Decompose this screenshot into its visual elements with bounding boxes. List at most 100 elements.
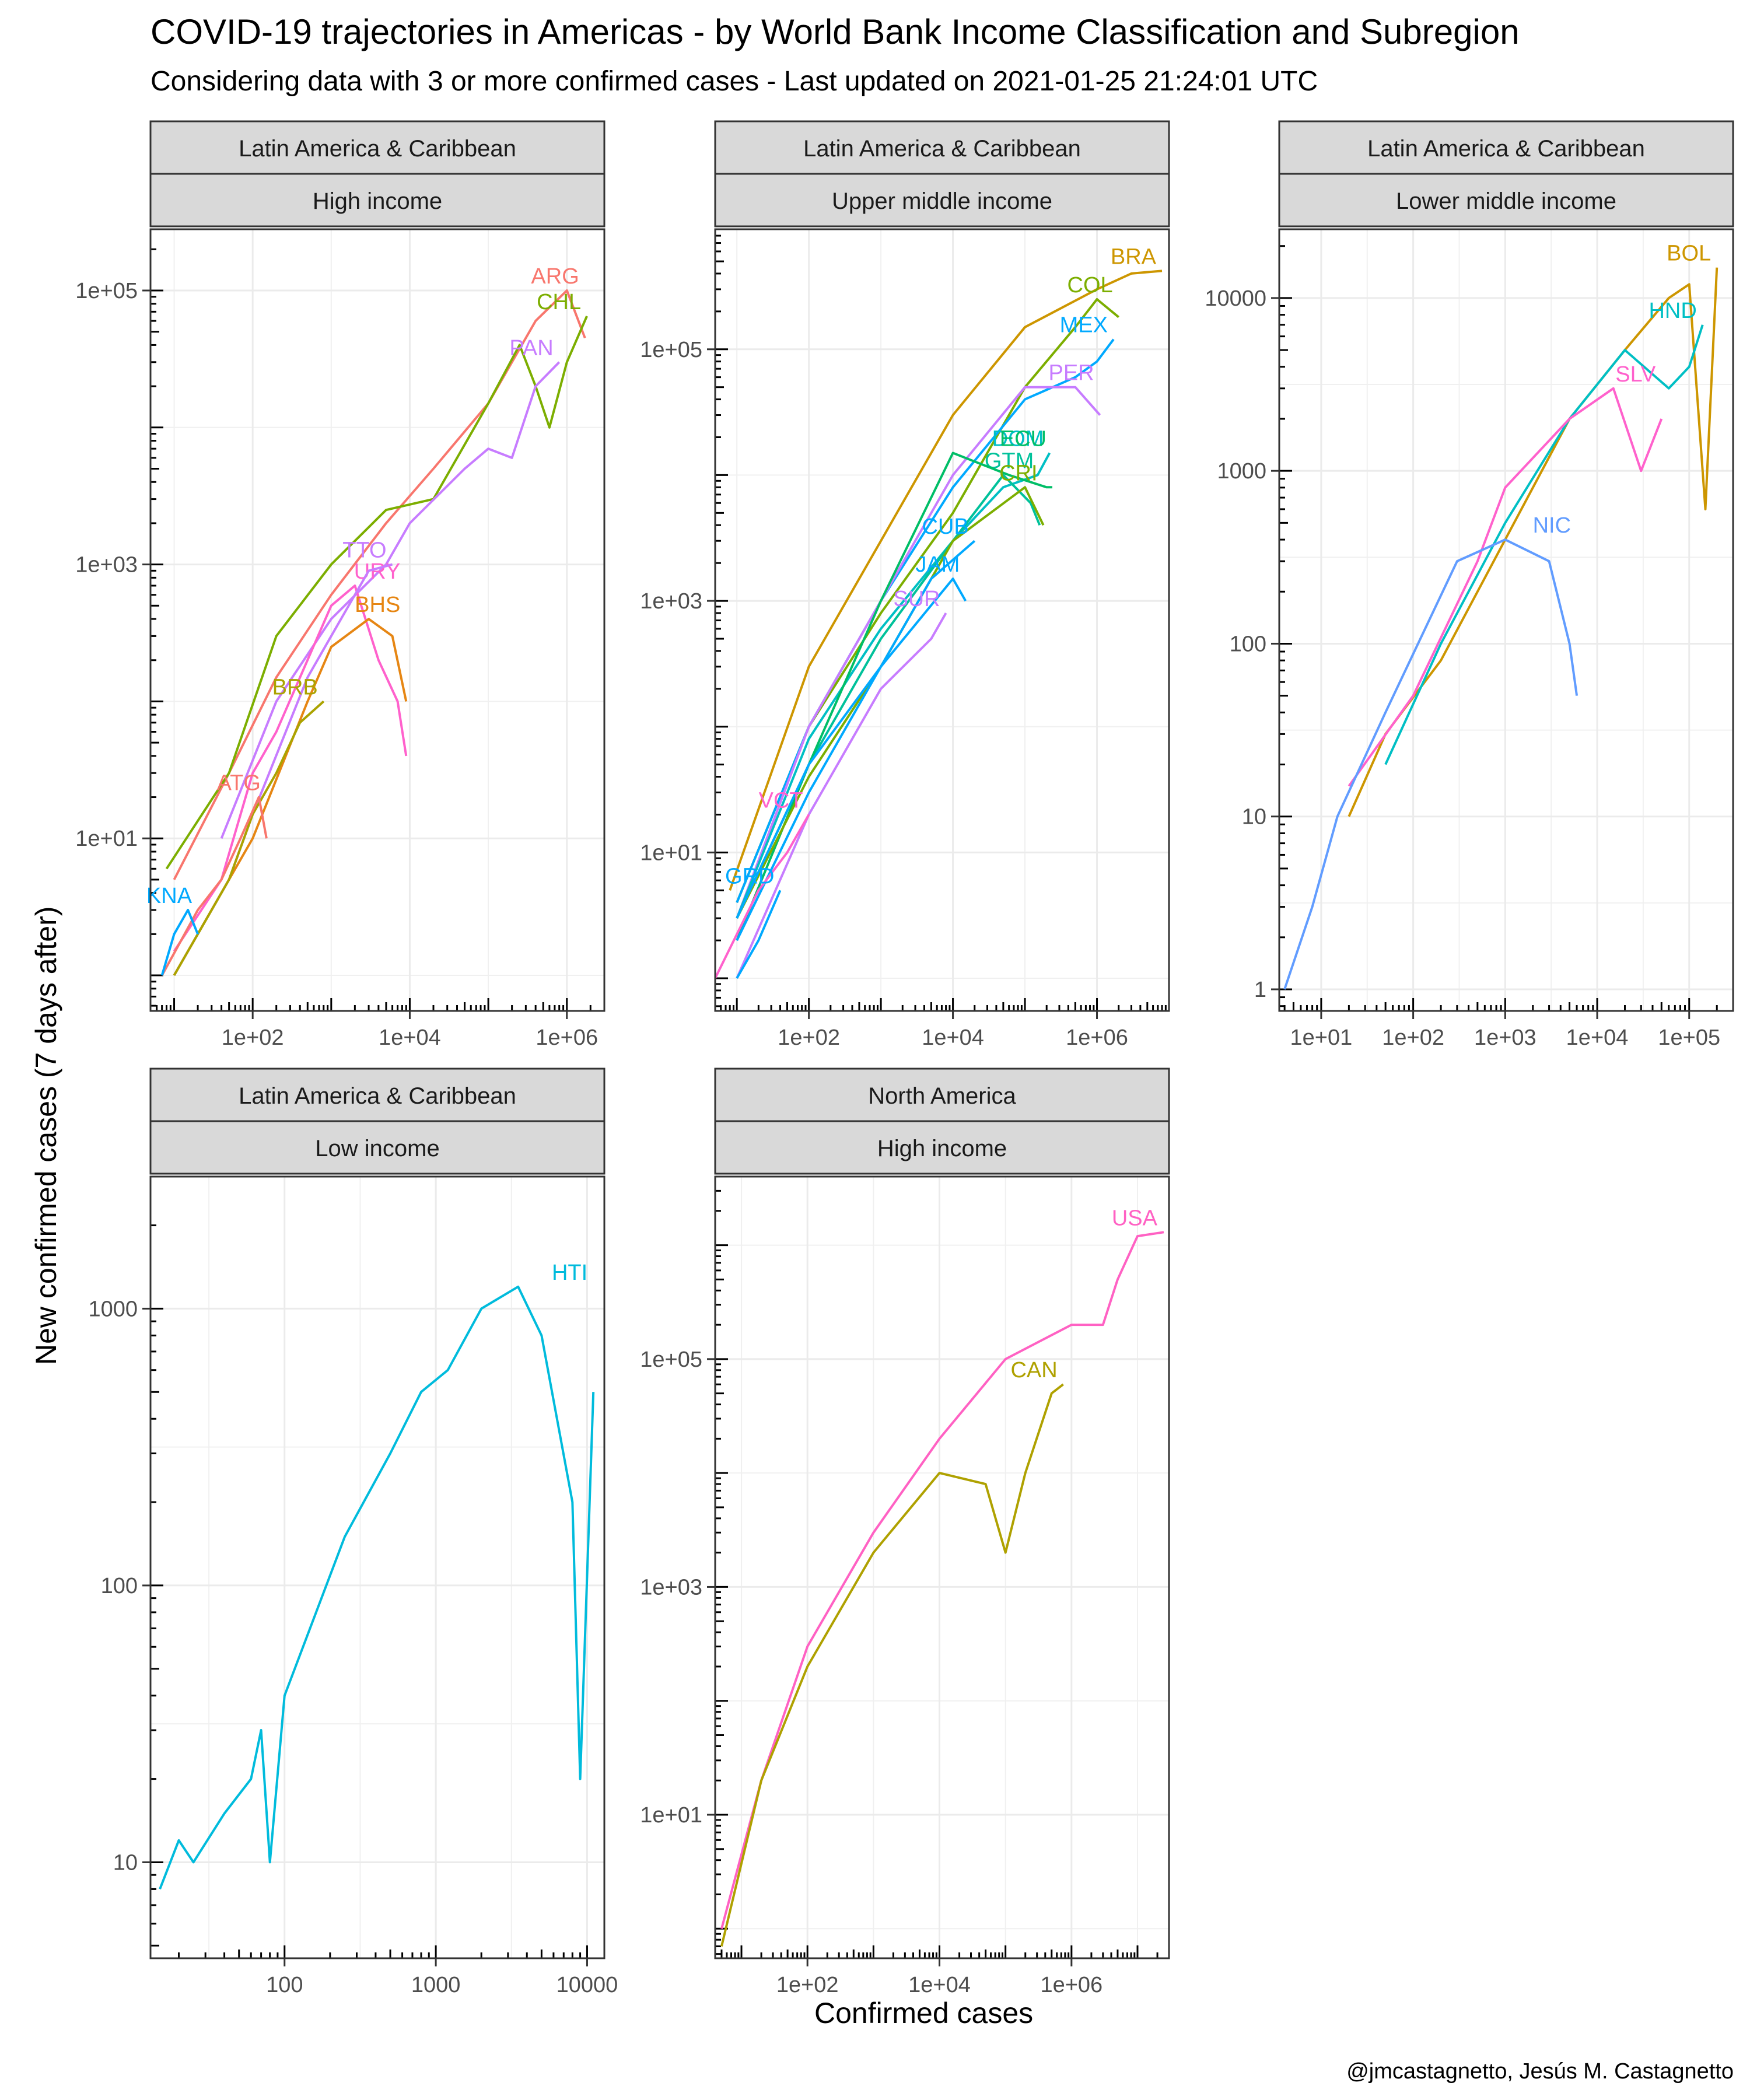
facet-strip-income-label: Lower middle income: [1396, 188, 1616, 214]
series-line-can: [720, 1383, 1064, 1947]
facet-panel: Latin America & Caribbean Upper middle in…: [640, 120, 1170, 1050]
panel-background: [150, 229, 604, 1011]
facet-panel: Latin America & Caribbean Low income 100 10…: [88, 1068, 618, 1997]
y-tick-label: 1e+01: [640, 841, 702, 865]
series-label-grd: GRD: [725, 864, 774, 888]
series-label-kna: KNA: [146, 884, 192, 908]
x-tick-label: 1e+06: [1066, 1026, 1128, 1050]
series-label-atg: ATG: [217, 771, 261, 796]
series-label-hnd: HND: [1648, 299, 1696, 323]
series-label-can: CAN: [1010, 1358, 1057, 1382]
series-line-brb: [173, 700, 325, 976]
panel-background: [715, 1177, 1169, 1958]
facet-panel: Latin America & Caribbean High income 1e+0…: [75, 120, 606, 1050]
facet-strip-income-label: High income: [877, 1136, 1007, 1161]
facet-strip-income: [714, 1120, 1170, 1175]
x-tick-label: 1e+04: [922, 1026, 984, 1050]
facet-panel: North America High income 1e+02 1e+04 1e+06 1…: [640, 1068, 1170, 1997]
panel-border: [1278, 228, 1734, 1012]
chart-subtitle: Considering data with 3 or more confirme…: [150, 66, 1318, 97]
y-tick-label: 1e+01: [640, 1803, 702, 1828]
series-label-vct: VCT: [759, 788, 803, 813]
series-line-pan: [220, 361, 561, 839]
x-axis-label: Confirmed cases: [814, 1997, 1034, 2029]
series-line-nic: [1283, 538, 1578, 990]
facet-strip-income: [1278, 173, 1734, 228]
x-tick-label: 1e+02: [778, 1026, 840, 1050]
facet-strip-income: [149, 173, 606, 228]
y-tick-label: 1000: [1217, 459, 1266, 484]
series-label-usa: USA: [1112, 1206, 1158, 1230]
series-label-chl: CHL: [537, 290, 581, 314]
facet-strip-income-label: Low income: [315, 1136, 439, 1161]
x-tick-label: 1e+04: [1566, 1026, 1629, 1050]
y-tick-label: 1e+05: [640, 1348, 702, 1372]
facet-strip-subregion: [714, 120, 1170, 175]
x-tick-label: 1e+04: [379, 1026, 441, 1050]
series-label-slv: SLV: [1615, 362, 1656, 387]
x-tick-label: 1e+03: [1474, 1026, 1536, 1050]
facet-strip-income: [714, 173, 1170, 228]
x-tick-label: 1e+02: [222, 1026, 284, 1050]
series-label-ury: URY: [354, 559, 401, 584]
panel-background: [150, 1177, 604, 1958]
y-tick-label: 1e+03: [640, 589, 702, 614]
facet-strip-subregion: [149, 1068, 606, 1122]
series-label-sur: SUR: [893, 587, 940, 611]
series-line-ury: [173, 584, 408, 952]
chart-title: COVID-19 trajectories in Americas - by W…: [150, 12, 1520, 51]
series-line-sur: [736, 612, 947, 979]
series-line-arg: [173, 289, 586, 880]
y-tick-label: 100: [1230, 632, 1266, 656]
series-line-bhs: [173, 618, 408, 976]
x-tick-label: 1e+04: [908, 1973, 971, 1997]
y-tick-label: 10000: [1205, 286, 1266, 311]
y-tick-label: 1000: [88, 1297, 138, 1321]
series-line-bra: [729, 270, 1163, 891]
series-line-slv: [1348, 387, 1663, 787]
x-tick-label: 1e+01: [1290, 1026, 1353, 1050]
facet-strip-subregion-label: Latin America & Caribbean: [239, 136, 516, 162]
series-label-hti: HTI: [552, 1261, 587, 1285]
x-tick-label: 1e+06: [536, 1026, 598, 1050]
y-tick-label: 1e+03: [640, 1575, 702, 1600]
series-line-per: [736, 386, 1101, 919]
series-label-bhs: BHS: [355, 593, 400, 617]
facet-strip-subregion: [714, 1068, 1170, 1122]
series-line-grd: [736, 890, 782, 979]
panel-background: [1279, 229, 1733, 1011]
y-tick-label: 1e+05: [75, 279, 138, 303]
series-label-pan: PAN: [509, 336, 553, 360]
caption: @jmcastagnetto, Jesús M. Castagnetto: [1346, 2059, 1734, 2084]
facet-strip-subregion-label: North America: [868, 1083, 1016, 1109]
y-tick-label: 1: [1254, 978, 1266, 1002]
y-tick-label: 10: [113, 1850, 138, 1875]
facet-strip-income: [149, 1120, 606, 1175]
series-label-cub: CUB: [922, 514, 969, 539]
series-label-brb: BRB: [272, 675, 318, 699]
facet-strip-subregion-label: Latin America & Caribbean: [1367, 136, 1645, 162]
series-label-dom: DOM: [992, 426, 1044, 451]
series-line-usa: [720, 1231, 1164, 1929]
series-label-per: PER: [1048, 361, 1094, 386]
series-label-mex: MEX: [1060, 313, 1108, 338]
series-label-bra: BRA: [1111, 244, 1157, 269]
series-label-nic: NIC: [1533, 513, 1571, 538]
series-label-cri: CRI: [999, 461, 1037, 485]
x-tick-label: 1e+05: [1658, 1026, 1720, 1050]
y-tick-label: 10: [1242, 805, 1266, 830]
series-line-hti: [159, 1285, 595, 1890]
series-line-chl: [165, 316, 588, 870]
x-tick-label: 10000: [556, 1973, 618, 1997]
facet-panel: Latin America & Caribbean Lower middle in…: [1205, 120, 1734, 1050]
y-axis-label: New confirmed cases (7 days after): [30, 906, 62, 1365]
series-line-kna: [160, 909, 199, 976]
series-label-arg: ARG: [531, 264, 579, 289]
series-label-ecu: ECU: [1000, 426, 1046, 451]
series-label-col: COL: [1068, 273, 1113, 298]
y-tick-label: 1e+01: [75, 827, 138, 851]
facet-strip-subregion-label: Latin America & Caribbean: [803, 136, 1081, 162]
series-line-hnd: [1384, 324, 1704, 765]
y-tick-label: 100: [101, 1574, 138, 1598]
